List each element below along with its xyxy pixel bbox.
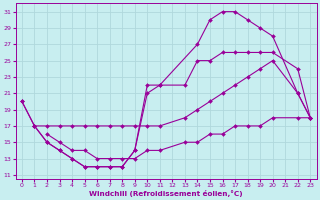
X-axis label: Windchill (Refroidissement éolien,°C): Windchill (Refroidissement éolien,°C) bbox=[89, 190, 243, 197]
